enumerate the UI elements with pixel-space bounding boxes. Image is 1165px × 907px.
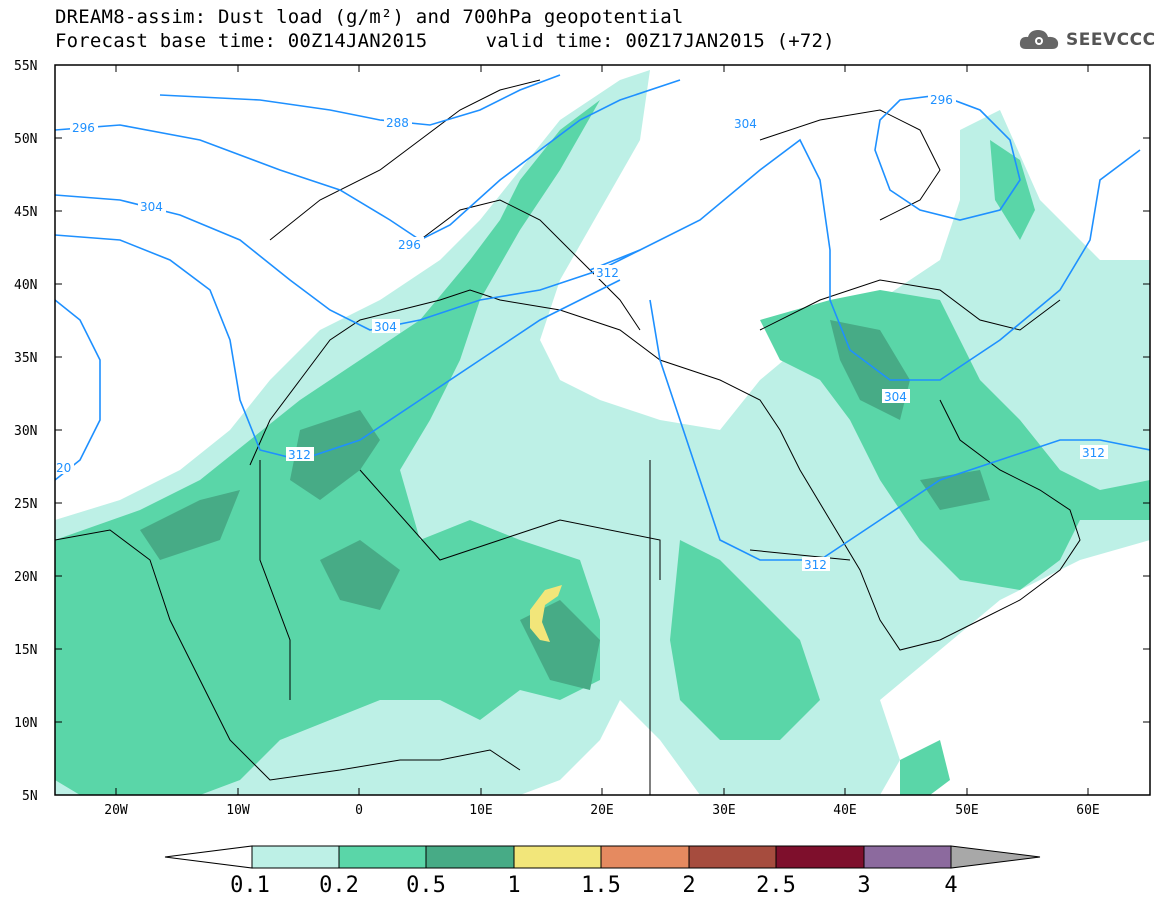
colorbar-label: 0.2 — [319, 873, 359, 898]
contour-label: 304 — [140, 200, 163, 214]
dust-contour-0.5 — [290, 410, 380, 500]
colorbar-segment — [600, 845, 690, 869]
lat-label: 45N — [14, 205, 37, 220]
lat-label: 5N — [22, 789, 38, 804]
lat-label: 55N — [14, 59, 37, 74]
colorbar-labels: 0.1 0.2 0.5 1 1.5 2 2.5 3 4 — [230, 873, 958, 898]
contour-label: 304 — [734, 117, 757, 131]
colorbar-segment — [950, 845, 1041, 869]
contour-label: 312 — [288, 448, 311, 462]
dust-contour-0.5 — [320, 540, 400, 610]
colorbar-segment — [513, 845, 602, 869]
colorbar-label: 2 — [682, 873, 695, 898]
map-subtitle: Forecast base time: 00Z14JAN2015 valid t… — [55, 30, 835, 52]
lat-label: 20N — [14, 570, 37, 585]
map-title: DREAM8-assim: Dust load (g/m²) and 700hP… — [55, 6, 684, 28]
lat-label: 15N — [14, 643, 37, 658]
base-time: Forecast base time: 00Z14JAN2015 — [55, 30, 428, 52]
axis-ticks — [55, 64, 1150, 795]
lat-label: 35N — [14, 351, 37, 366]
dust-load-field — [55, 70, 1150, 795]
colorbar-segment — [775, 845, 865, 869]
lon-label: 10W — [226, 803, 250, 818]
colorbar-label: 1.5 — [581, 873, 621, 898]
colorbar-segment — [863, 845, 952, 869]
colorbar-segment — [164, 845, 253, 869]
colorbar — [164, 845, 1041, 869]
contour-label: 288 — [386, 116, 409, 130]
contour-label: 296 — [72, 121, 95, 135]
latitude-labels: 55N 50N 45N 40N 35N 30N 25N 20N 15N 10N … — [14, 59, 38, 804]
contour-labels: 296 304 288 296 304 312 296 304 304 312 … — [56, 92, 1108, 572]
contour-label: 312 — [1082, 446, 1105, 460]
lon-label: 0 — [355, 803, 363, 818]
dust-contour-0.2 — [900, 740, 950, 795]
lon-label: 30E — [712, 803, 735, 818]
coastlines — [55, 79, 1081, 795]
contour-label: 312 — [596, 266, 619, 280]
contour-label: 20 — [56, 461, 71, 475]
valid-time: valid time: 00Z17JAN2015 (+72) — [485, 30, 835, 52]
dust-contour-0.5 — [920, 470, 990, 510]
lon-label: 40E — [833, 803, 856, 818]
dust-contour-1 — [530, 585, 562, 642]
colorbar-label: 1 — [507, 873, 520, 898]
contour-label: 296 — [930, 93, 953, 107]
cloud-gear-icon — [1019, 30, 1059, 49]
lon-label: 50E — [955, 803, 978, 818]
contour-label: 304 — [884, 390, 907, 404]
lat-label: 10N — [14, 716, 37, 731]
lon-label: 60E — [1076, 803, 1099, 818]
lon-label: 10E — [469, 803, 492, 818]
dust-contour-0.5 — [140, 490, 240, 560]
colorbar-label: 0.1 — [230, 873, 270, 898]
lon-label: 20E — [590, 803, 613, 818]
lat-label: 50N — [14, 132, 37, 147]
colorbar-label: 3 — [857, 873, 870, 898]
seevccc-logo: SEEVCCC — [1018, 26, 1156, 54]
lat-label: 40N — [14, 278, 37, 293]
colorbar-label: 0.5 — [406, 873, 446, 898]
colorbar-label: 4 — [944, 873, 957, 898]
dust-contour-0.2 — [670, 540, 820, 740]
lat-label: 25N — [14, 497, 37, 512]
colorbar-segment — [338, 845, 427, 869]
contour-label: 304 — [374, 320, 397, 334]
lat-label: 30N — [14, 424, 37, 439]
logo-text: SEEVCCC — [1066, 30, 1156, 50]
colorbar-label: 2.5 — [756, 873, 796, 898]
colorbar-segment — [688, 845, 777, 869]
colorbar-segment — [251, 845, 340, 869]
contour-label: 296 — [398, 238, 421, 252]
lon-label: 20W — [104, 803, 128, 818]
longitude-labels: 20W 10W 0 10E 20E 30E 40E 50E 60E — [104, 803, 1099, 818]
contour-label: 312 — [804, 558, 827, 572]
colorbar-segment — [425, 845, 515, 869]
